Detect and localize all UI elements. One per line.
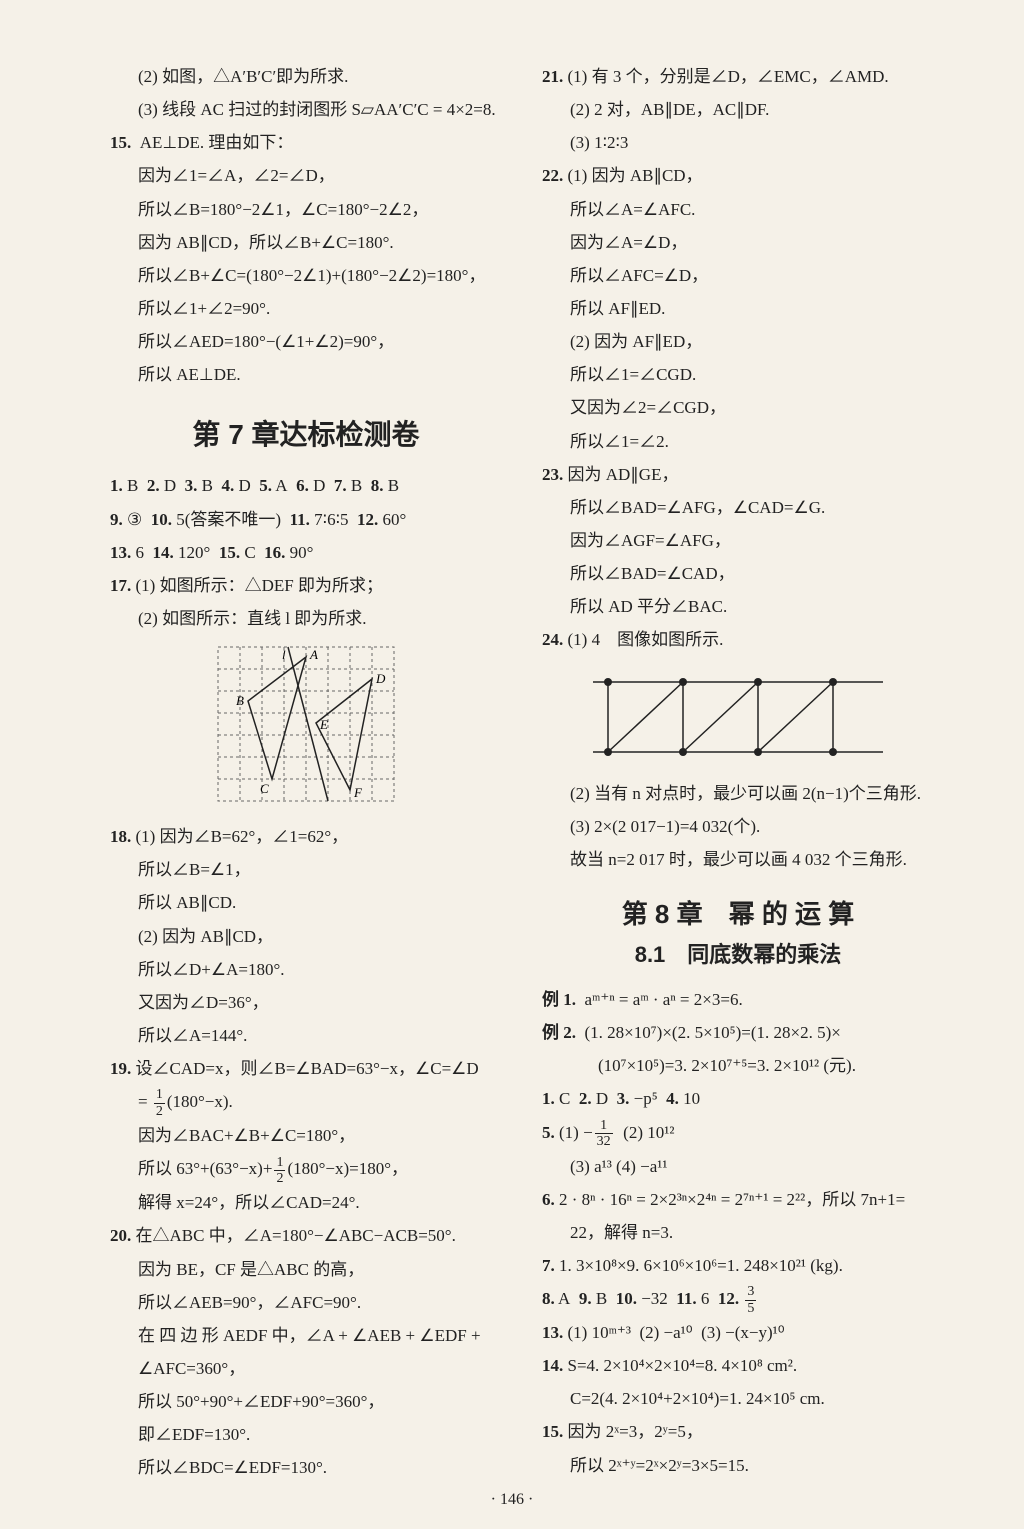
text: 所以∠BAD=∠AFG，∠CAD=∠G. [542,491,934,524]
r15b: 所以 2ˣ⁺ʸ=2ˣ×2ʸ=3×5=15. [542,1449,934,1482]
text: (2) 当有 n 对点时，最少可以画 2(n−1)个三角形. [542,777,934,810]
example2b: (10⁷×10⁵)=3. 2×10⁷⁺⁵=3. 2×10¹² (元). [542,1049,934,1082]
text: (3) 1∶2∶3 [542,126,934,159]
svg-text:B: B [236,693,244,708]
text: 所以∠BDC=∠EDF=130°. [110,1451,502,1484]
r13: 13. (1) 10ᵐ⁺³ (2) −a¹⁰ (3) −(x−y)¹⁰ [542,1316,934,1349]
r5b: (3) a¹³ (4) −a¹¹ [542,1150,934,1183]
text: (3) 线段 AC 扫过的封闭图形 S▱AA′C′C = 4×2=8. [110,93,502,126]
q19-head: 19. 设∠CAD=x，则∠B=∠BAD=63°−x，∠C=∠D [110,1052,502,1085]
q19c: 所以 63°+(63°−x)+12(180°−x)=180°， [110,1152,502,1186]
svg-text:E: E [319,717,328,732]
text: 因为∠AGF=∠AFG， [542,524,934,557]
q15-head: 15. AE⊥DE. 理由如下： [110,126,502,159]
text: ∠AFC=360°， [110,1352,502,1385]
mc-row: 13. 6 14. 120° 15. C 16. 90° [110,536,502,569]
svg-text:D: D [375,671,386,686]
svg-text:C: C [260,781,269,796]
q19a: = 12(180°−x). [110,1085,502,1119]
text: 所以∠BAD=∠CAD， [542,557,934,590]
text: 所以∠B=∠1， [110,853,502,886]
mc-row: 9. ③ 10. 5(答案不唯一) 11. 7∶6∶5 12. 60° [110,503,502,536]
left-column: (2) 如图，△A′B′C′即为所求. (3) 线段 AC 扫过的封闭图形 S▱… [110,60,502,1499]
text: 因为 AB∥CD，所以∠B+∠C=180°. [110,226,502,259]
text: 解得 x=24°，所以∠CAD=24°. [110,1186,502,1219]
text: 所以∠D+∠A=180°. [110,953,502,986]
text: 所以∠B+∠C=(180°−2∠1)+(180°−2∠2)=180°， [110,259,502,292]
svg-text:l: l [282,647,286,662]
text: 即∠EDF=130°. [110,1418,502,1451]
text: 所以∠AFC=∠D， [542,259,934,292]
q17a: 17. (1) 如图所示：△DEF 即为所求； [110,569,502,602]
text: (2) 2 对，AB∥DE，AC∥DF. [542,93,934,126]
text: 所以 AD 平分∠BAC. [542,590,934,623]
text: 所以∠A=∠AFC. [542,193,934,226]
example2a: 例 2. (1. 28×10⁷)×(2. 5×10⁵)=(1. 28×2. 5)… [542,1016,934,1049]
text: 又因为∠D=36°， [110,986,502,1019]
r15a: 15. 因为 2ˣ=3，2ʸ=5， [542,1415,934,1448]
q21-head: 21. (1) 有 3 个，分别是∠D，∠EMC，∠AMD. [542,60,934,93]
text: 所以∠B=180°−2∠1，∠C=180°−2∠2， [110,193,502,226]
q18-head: 18. (1) 因为∠B=62°，∠1=62°， [110,820,502,853]
text: 所以∠1=∠2. [542,425,934,458]
example1: 例 1. aᵐ⁺ⁿ = aᵐ · aⁿ = 2×3=6. [542,983,934,1016]
row: 1. C 2. D 3. −p⁵ 4. 10 [542,1082,934,1115]
text: 所以 AF∥ED. [542,292,934,325]
q23-head: 23. 因为 AD∥GE， [542,458,934,491]
text: (2) 因为 AB∥CD， [110,920,502,953]
text: 又因为∠2=∠CGD， [542,391,934,424]
text: 所以∠AED=180°−(∠1+∠2)=90°， [110,325,502,358]
text: 所以∠A=144°. [110,1019,502,1052]
page-columns: (2) 如图，△A′B′C′即为所求. (3) 线段 AC 扫过的封闭图形 S▱… [110,60,934,1499]
text: 因为 BE，CF 是△ABC 的高， [110,1253,502,1286]
r14a: 14. S=4. 2×10⁴×2×10⁴=8. 4×10⁸ cm². [542,1349,934,1382]
r8: 8. A 9. B 10. −32 11. 6 12. 35 [542,1282,934,1316]
svg-text:A: A [309,647,318,662]
r6a: 6. 2 · 8ⁿ · 16ⁿ = 2×2³ⁿ×2⁴ⁿ = 2⁷ⁿ⁺¹ = 2²… [542,1183,934,1216]
section8-title: 第 8 章 幂 的 运 算 [542,894,934,931]
r7: 7. 1. 3×10⁸×9. 6×10⁶×10⁶=1. 248×10²¹ (kg… [542,1249,934,1282]
text: 故当 n=2 017 时，最少可以画 4 032 个三角形. [542,843,934,876]
q24-head: 24. (1) 4 图像如图所示. [542,623,934,656]
q17b: (2) 如图所示：直线 l 即为所求. [110,602,502,635]
mc-row: 1. B 2. D 3. B 4. D 5. A 6. D 7. B 8. B [110,469,502,502]
r6b: 22，解得 n=3. [542,1216,934,1249]
text: 所以 AB∥CD. [110,886,502,919]
section81-title: 8.1 同底数幂的乘法 [542,937,934,969]
text: 在 四 边 形 AEDF 中，∠A + ∠AEB + ∠EDF + [110,1319,502,1352]
text: 所以∠AEB=90°，∠AFC=90°. [110,1286,502,1319]
text: (3) 2×(2 017−1)=4 032(个). [542,810,934,843]
chapter7-title: 第 7 章达标检测卷 [110,413,502,453]
right-column: 21. (1) 有 3 个，分别是∠D，∠EMC，∠AMD. (2) 2 对，A… [542,60,934,1499]
text: (2) 如图，△A′B′C′即为所求. [110,60,502,93]
text: 所以∠1=∠CGD. [542,358,934,391]
q20-head: 20. 在△ABC 中，∠A=180°−∠ABC−ACB=50°. [110,1219,502,1252]
text: 所以 AE⊥DE. [110,358,502,391]
figure-17: A B C D E F l [216,645,396,810]
figure-24 [588,667,888,767]
r5a: 5. (1) −132 (2) 10¹² [542,1116,934,1150]
r14b: C=2(4. 2×10⁴+2×10⁴)=1. 24×10⁵ cm. [542,1382,934,1415]
page-number: · 146 · [0,1491,1024,1509]
svg-text:F: F [353,785,363,800]
text: 因为∠1=∠A，∠2=∠D， [110,159,502,192]
q22-head: 22. (1) 因为 AB∥CD， [542,159,934,192]
text: 因为∠BAC+∠B+∠C=180°， [110,1119,502,1152]
text: (2) 因为 AF∥ED， [542,325,934,358]
text: 所以∠1+∠2=90°. [110,292,502,325]
text: 因为∠A=∠D， [542,226,934,259]
text: 所以 50°+90°+∠EDF+90°=360°， [110,1385,502,1418]
